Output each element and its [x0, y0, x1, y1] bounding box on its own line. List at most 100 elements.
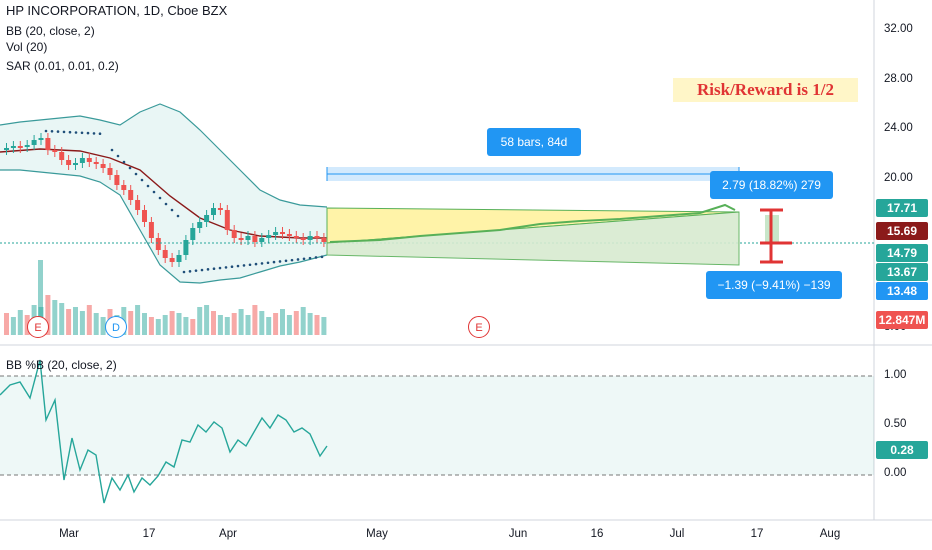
time-tick: 16 — [590, 528, 604, 540]
candle-body — [224, 210, 230, 230]
price-tick: 20.00 — [884, 172, 913, 184]
volume-bar — [45, 295, 51, 335]
volume-bar — [93, 313, 99, 335]
volume-bar — [286, 315, 292, 335]
volume-bar — [245, 315, 251, 335]
dividend-event-icon[interactable]: D — [105, 316, 127, 338]
candle-body — [142, 210, 147, 222]
candle-body — [24, 145, 30, 147]
sar-dot — [278, 260, 282, 263]
time-tick: Mar — [59, 528, 79, 540]
bollinger-band-fill — [0, 104, 327, 283]
earnings-event-icon[interactable]: E — [27, 316, 49, 338]
candle-body — [66, 160, 72, 165]
price-tag-ma: 15.69 — [876, 222, 928, 240]
candle-body — [273, 232, 279, 235]
volume-bar — [169, 311, 175, 335]
sar-dot — [200, 268, 204, 272]
sar-dot — [212, 267, 216, 271]
volume-bar — [259, 311, 265, 335]
candle-body — [17, 146, 23, 148]
volume-bar — [183, 317, 189, 335]
price-tick: 32.00 — [884, 23, 913, 35]
candle-body — [31, 140, 37, 145]
time-tick: 17 — [750, 528, 764, 540]
candle-body — [73, 163, 78, 165]
earnings-event-icon[interactable]: E — [468, 316, 490, 338]
candle-body — [162, 250, 168, 258]
candle-body — [259, 238, 265, 242]
candle-body — [252, 236, 258, 242]
sar-dot — [194, 269, 198, 272]
price-tag-sar: 13.48 — [876, 282, 928, 300]
sar-dot — [68, 130, 72, 134]
projection-path — [329, 203, 736, 243]
sar-dot — [86, 131, 90, 135]
volume-bar — [128, 311, 134, 335]
sar-dot — [50, 130, 54, 133]
candle-body — [148, 222, 154, 238]
candle-body — [38, 138, 44, 140]
price-tick: 24.00 — [884, 122, 913, 134]
volume-bar — [217, 315, 223, 335]
volume-bar — [59, 303, 65, 335]
volume-bar — [155, 319, 161, 335]
sar-dot — [80, 131, 84, 135]
sar-dot — [146, 184, 150, 188]
volume-bar — [17, 310, 23, 335]
volume-bar — [307, 313, 313, 335]
pctb-tick: 0.00 — [884, 467, 907, 479]
volume-bar — [4, 313, 9, 335]
legend-bb: BB (20, close, 2) — [6, 24, 95, 38]
sar-dot — [302, 257, 306, 261]
price-tag-last: 14.79 — [876, 244, 928, 262]
candle-body — [128, 190, 134, 200]
range-label[interactable]: 58 bars, 84d — [487, 128, 581, 156]
target-label[interactable]: 2.79 (18.82%) 279 — [710, 171, 833, 199]
volume-bar — [66, 309, 72, 335]
sar-dot — [254, 262, 258, 266]
sar-dot — [320, 255, 324, 259]
sar-dot — [128, 166, 132, 170]
volume-bar — [300, 307, 306, 335]
time-tick: 17 — [142, 528, 156, 540]
stop-zone — [326, 211, 740, 266]
time-tick: Jul — [669, 528, 685, 540]
pctb-tag: 0.28 — [876, 441, 928, 459]
sar-dot — [56, 130, 60, 133]
candle-body — [155, 238, 161, 250]
candle-body — [300, 238, 306, 240]
volume-bar — [204, 305, 210, 335]
sar-dot — [170, 208, 174, 212]
time-tick: May — [366, 528, 388, 540]
volume-bar — [38, 260, 43, 335]
sar-dot — [164, 202, 168, 206]
candle-body — [321, 238, 327, 242]
volume-bar — [86, 305, 92, 335]
stop-label[interactable]: −1.39 (−9.41%) −139 — [706, 271, 842, 299]
legend-sar: SAR (0.01, 0.01, 0.2) — [6, 59, 119, 73]
pctb-band-fill — [0, 376, 874, 475]
candle-body — [190, 228, 196, 240]
candle-body — [135, 200, 141, 210]
candle-body — [52, 150, 58, 152]
volume-bar — [100, 317, 106, 335]
risk-reward-note[interactable]: Risk/Reward is 1/2 — [673, 78, 858, 102]
sar-dot — [116, 154, 120, 158]
pctb-tick: 1.00 — [884, 369, 907, 381]
candle-body — [211, 208, 216, 215]
sar-dot — [218, 266, 222, 270]
candle-body — [4, 148, 9, 150]
sar-dot — [242, 264, 246, 267]
price-tag-high: 17.71 — [876, 199, 928, 217]
volume-bar — [135, 305, 141, 335]
volume-bar — [252, 305, 258, 335]
sar-dot — [224, 266, 228, 269]
sar-dot — [248, 263, 252, 267]
volume-bar — [321, 317, 327, 335]
candle-body — [121, 185, 127, 190]
sar-dot — [260, 262, 264, 265]
sar-dot — [176, 214, 180, 218]
candle-body — [217, 208, 223, 210]
